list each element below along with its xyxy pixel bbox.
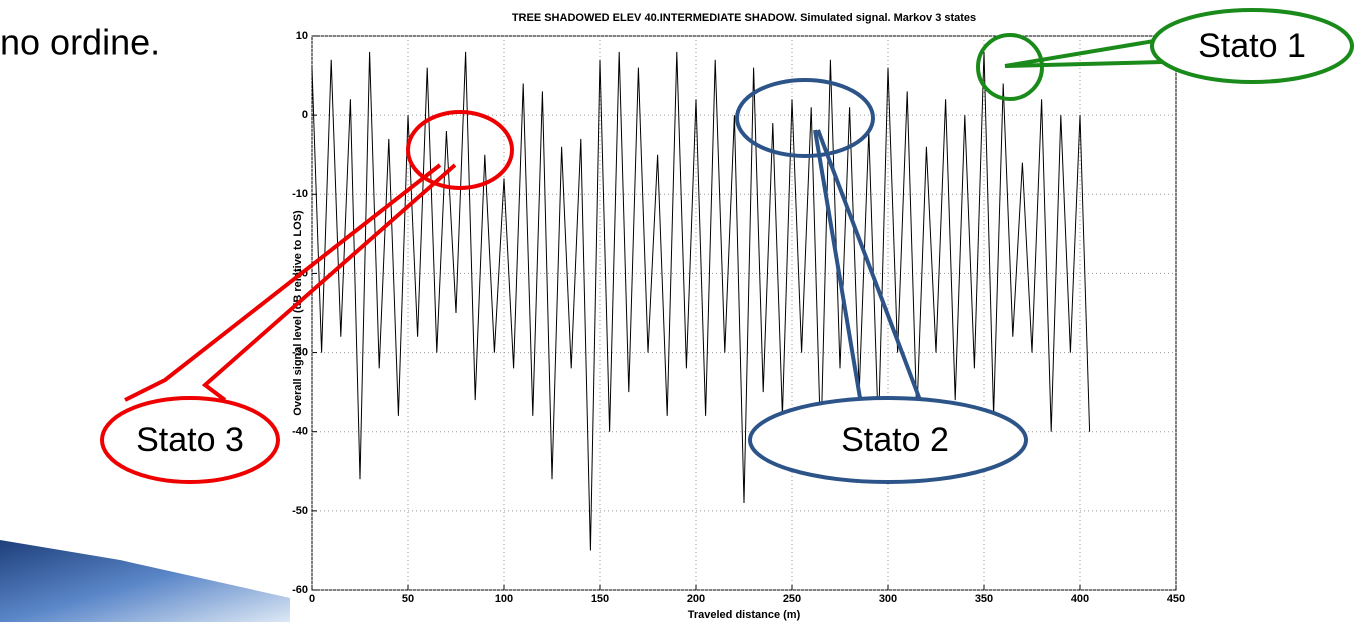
x-tick-label: 450	[1167, 593, 1185, 605]
x-tick-label: 100	[495, 593, 513, 605]
x-tick-label: 350	[975, 593, 993, 605]
x-tick-label: 300	[879, 593, 897, 605]
y-tick-label: -30	[292, 346, 308, 358]
chart-title: TREE SHADOWED ELEV 40.INTERMEDIATE SHADO…	[512, 12, 976, 24]
callout-label: Stato 1	[1198, 27, 1306, 65]
x-axis-label: Traveled distance (m)	[688, 609, 801, 621]
y-tick-label: 0	[302, 109, 308, 121]
x-tick-label: 0	[309, 593, 315, 605]
x-tick-label: 250	[783, 593, 801, 605]
plot-area	[312, 36, 1176, 590]
y-tick-label: -40	[292, 426, 308, 438]
y-tick-label: -60	[292, 584, 308, 596]
x-tick-label: 50	[402, 593, 414, 605]
x-tick-label: 200	[687, 593, 705, 605]
slide: no ordine. TREE SHADOWED ELEV 40.INTERME…	[0, 0, 1362, 622]
y-tick-label: 10	[296, 30, 308, 42]
x-tick-label: 400	[1071, 593, 1089, 605]
slide-text: no ordine.	[0, 22, 160, 63]
callout-label: Stato 3	[136, 421, 244, 459]
y-tick-label: -10	[292, 188, 308, 200]
y-tick-label: -50	[292, 505, 308, 517]
x-tick-label: 150	[591, 593, 609, 605]
y-axis-label: Overall signal level (dB relative to LOS…	[292, 210, 304, 416]
callout-label: Stato 2	[841, 421, 949, 459]
decoration	[0, 540, 290, 622]
